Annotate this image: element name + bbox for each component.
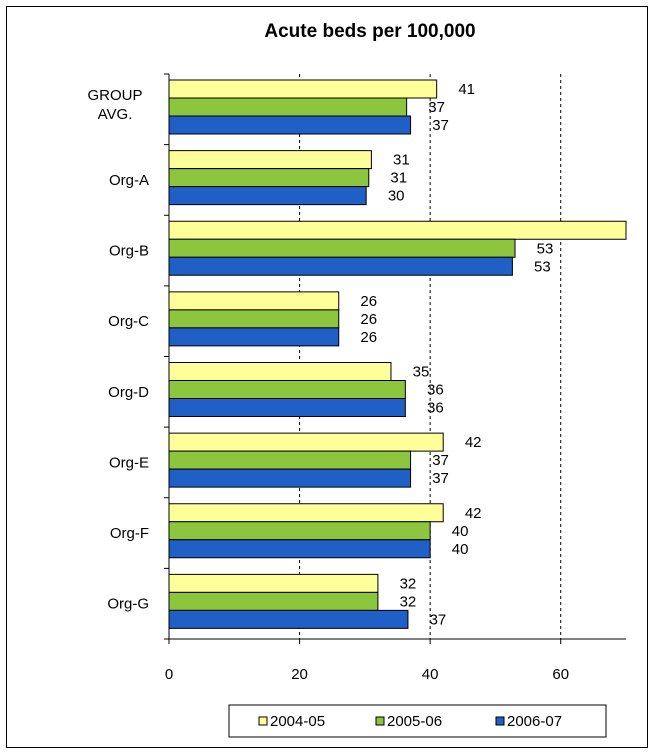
category-label: Org-E: [109, 454, 149, 471]
legend-label: 2004-05: [270, 713, 325, 730]
x-tick-label: 20: [291, 666, 308, 683]
chart-title: Acute beds per 100,000: [264, 21, 475, 42]
bar: [168, 380, 406, 399]
bar: [168, 503, 444, 523]
bar: [168, 468, 412, 488]
bar: [168, 256, 513, 276]
data-label: 37: [432, 470, 449, 487]
bar: [168, 591, 379, 611]
category-label: Org-F: [110, 525, 149, 542]
data-label: 37: [432, 452, 449, 469]
bar: [168, 220, 627, 240]
bar: [168, 309, 340, 329]
bar: [168, 97, 408, 117]
bars-layer: 4137373131305353262626353636423737424040…: [168, 79, 627, 629]
legend-swatch: [495, 716, 505, 726]
legend-swatch: [258, 716, 268, 726]
bar: [168, 362, 392, 381]
data-label: 37: [432, 117, 449, 134]
bar: [168, 450, 412, 470]
category-label: AVG.: [98, 106, 133, 123]
x-tick-label: 60: [552, 666, 569, 683]
x-tick-label: 40: [422, 666, 439, 683]
data-label: 42: [465, 434, 482, 451]
data-label: 53: [537, 240, 554, 257]
data-label: 35: [413, 364, 430, 381]
category-label: Org-D: [108, 384, 149, 401]
bar: [168, 238, 516, 258]
bar: [168, 291, 340, 311]
bar: [168, 79, 438, 99]
legend-label: 2006-07: [507, 713, 562, 730]
legend-box: [228, 704, 607, 738]
data-label: 37: [430, 611, 447, 628]
bar: [168, 573, 379, 593]
bar: [168, 521, 431, 541]
data-label: 36: [427, 400, 444, 417]
data-label: 26: [360, 293, 377, 310]
category-label: Org-B: [109, 243, 149, 260]
bar: [168, 186, 367, 206]
axis-layer: GROUP AVG. Org-A Org-B Org-C Org-D Org-E Org-F O…: [87, 73, 626, 683]
bar: [168, 327, 340, 347]
bar: [168, 115, 412, 135]
data-label: 30: [388, 188, 405, 205]
data-label: 32: [400, 575, 417, 592]
data-label: 40: [452, 541, 469, 558]
category-label: Org-A: [109, 172, 149, 189]
data-label: 42: [465, 505, 482, 522]
bar: [168, 539, 431, 559]
bar: [168, 609, 409, 629]
legend-swatch: [375, 716, 385, 726]
bar: [168, 398, 406, 417]
category-label: Org-G: [107, 596, 149, 613]
data-label: 31: [390, 170, 407, 187]
legend: 2004-05 2005-06 2006-07: [228, 704, 607, 738]
data-label: 41: [458, 81, 475, 98]
bar: [168, 150, 372, 170]
data-label: 37: [428, 99, 445, 116]
data-label: 32: [400, 593, 417, 610]
data-label: 26: [360, 329, 377, 346]
data-label: 53: [534, 258, 551, 275]
bar: [168, 168, 370, 188]
legend-label: 2005-06: [387, 713, 442, 730]
data-label: 31: [393, 152, 410, 169]
data-label: 36: [427, 382, 444, 399]
data-label: 26: [360, 311, 377, 328]
category-label: Org-C: [108, 313, 149, 330]
category-label: GROUP: [87, 87, 142, 104]
data-label: 40: [452, 523, 469, 540]
bar: [168, 432, 444, 452]
x-tick-label: 0: [165, 666, 173, 683]
